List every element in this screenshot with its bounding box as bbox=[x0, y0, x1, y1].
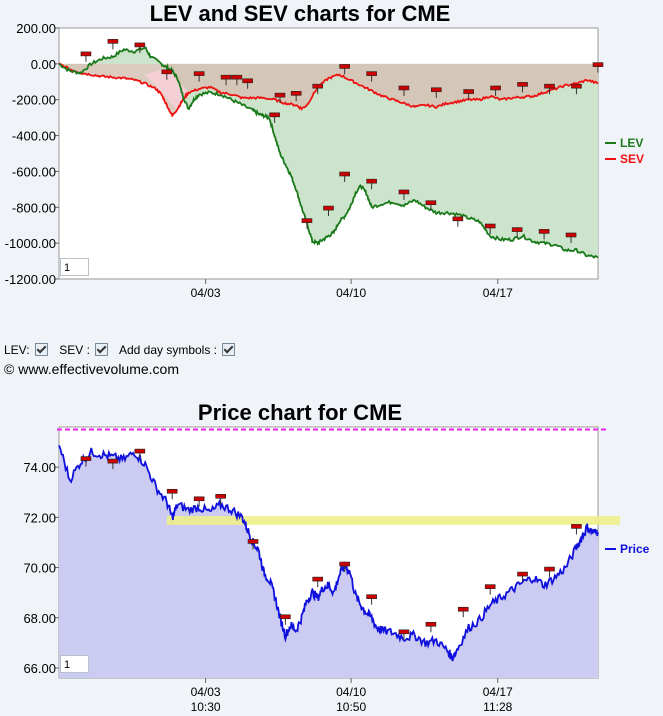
day-marker bbox=[339, 561, 350, 573]
day-marker bbox=[215, 493, 226, 505]
day-marker bbox=[511, 227, 523, 238]
day-marker bbox=[280, 614, 291, 625]
lev-checkbox[interactable] bbox=[34, 343, 48, 356]
day-marker bbox=[490, 85, 501, 96]
x-tick-time: 11:28 bbox=[483, 700, 512, 714]
day-marker bbox=[193, 496, 205, 507]
day-marker bbox=[107, 39, 119, 50]
y-tick-label: 70.00 bbox=[23, 561, 56, 576]
day-marker bbox=[517, 571, 528, 583]
day-marker bbox=[269, 112, 280, 123]
y-tick-label: 68.00 bbox=[23, 611, 56, 626]
price-line bbox=[58, 445, 599, 662]
sev-line bbox=[58, 62, 599, 118]
day-marker bbox=[538, 229, 550, 240]
legend-label-sev: SEV bbox=[620, 152, 644, 166]
y-tick-label: 66.00 bbox=[23, 661, 56, 676]
y-tick-label: 0.00 bbox=[31, 57, 56, 72]
day-marker bbox=[274, 92, 286, 104]
day-marker bbox=[161, 69, 173, 80]
price-area bbox=[59, 445, 598, 678]
day-marker bbox=[166, 488, 178, 500]
day-marker bbox=[544, 83, 555, 95]
day-marker bbox=[571, 83, 582, 95]
day-marker bbox=[398, 629, 410, 640]
y-tick-label: -600.00 bbox=[12, 164, 56, 179]
day-marker bbox=[193, 71, 205, 82]
lev-line bbox=[58, 46, 599, 259]
y-tick-label: 74.00 bbox=[23, 460, 56, 475]
lev-sev-chart: 200.00 0.00 -200.00 -400.00 -600.00 -800.00 -1… bbox=[5, 21, 644, 300]
y-tick-label: 72.00 bbox=[23, 510, 56, 525]
day-marker bbox=[134, 42, 146, 53]
day-marker bbox=[366, 594, 377, 605]
copyright-text: © www.effectivevolume.com bbox=[4, 361, 180, 377]
day-marker bbox=[430, 87, 442, 98]
day-marker bbox=[517, 82, 528, 93]
day-marker bbox=[220, 74, 232, 86]
day-marker bbox=[484, 223, 496, 235]
chart-controls: LEV: SEV : Add day symbols : bbox=[4, 343, 243, 357]
day-marker bbox=[398, 85, 410, 96]
price-zoom-box[interactable]: 1 bbox=[60, 655, 89, 673]
sev-checkbox[interactable] bbox=[95, 343, 109, 356]
day-marker bbox=[425, 621, 437, 633]
day-marker bbox=[366, 178, 377, 190]
day-marker bbox=[484, 584, 496, 595]
day-symbols-toggle[interactable]: Add day symbols : bbox=[119, 343, 237, 357]
day-marker bbox=[571, 524, 582, 535]
y-tick-label: -400.00 bbox=[12, 129, 56, 144]
day-marker bbox=[339, 64, 350, 75]
sev-toggle[interactable]: SEV : bbox=[59, 343, 110, 357]
lev-chart-title: LEV and SEV charts for CME bbox=[149, 1, 451, 26]
x-tick-time: 10:30 bbox=[191, 700, 221, 714]
price-chart-title: Price chart for CME bbox=[197, 400, 403, 425]
day-marker bbox=[452, 216, 464, 227]
day-marker bbox=[134, 448, 146, 460]
x-tick-date: 04/10 bbox=[336, 685, 366, 699]
day-marker bbox=[457, 606, 469, 618]
x-tick-date: 04/17 bbox=[483, 685, 513, 699]
x-tick-date: 04/03 bbox=[191, 685, 221, 699]
day-marker bbox=[80, 51, 92, 62]
x-tick-date: 04/03 bbox=[191, 286, 221, 300]
day-marker bbox=[107, 458, 119, 470]
sev-area bbox=[59, 63, 598, 116]
legend-label-lev: LEV bbox=[620, 136, 643, 150]
y-tick-label: 200.00 bbox=[16, 21, 56, 36]
support-band bbox=[166, 516, 621, 525]
day-marker bbox=[565, 232, 577, 243]
legend-label-price: Price bbox=[620, 542, 650, 556]
day-marker bbox=[312, 576, 324, 588]
day-marker bbox=[231, 74, 243, 86]
lev-zoom-box[interactable]: 1 bbox=[60, 258, 89, 276]
y-tick-label: -1200.00 bbox=[5, 272, 56, 287]
x-tick-date: 04/10 bbox=[336, 286, 366, 300]
day-marker bbox=[242, 78, 253, 89]
sev-over-lev-area bbox=[145, 67, 189, 111]
y-tick-label: -200.00 bbox=[12, 93, 56, 108]
x-tick-time: 10:50 bbox=[336, 700, 366, 714]
y-tick-label: -1000.00 bbox=[5, 236, 56, 251]
day-marker bbox=[80, 456, 92, 467]
day-marker bbox=[301, 218, 313, 229]
day-marker bbox=[290, 91, 302, 102]
day-symbols-checkbox[interactable] bbox=[222, 343, 236, 356]
day-marker bbox=[398, 189, 410, 200]
day-marker bbox=[323, 205, 334, 217]
day-marker bbox=[544, 566, 555, 578]
x-tick-date: 04/17 bbox=[483, 286, 513, 300]
day-marker bbox=[312, 83, 324, 95]
day-marker bbox=[425, 200, 437, 211]
lev-toggle[interactable]: LEV: bbox=[4, 343, 50, 357]
day-marker bbox=[463, 89, 474, 100]
day-marker bbox=[366, 71, 377, 82]
y-tick-label: -800.00 bbox=[12, 200, 56, 215]
day-marker bbox=[592, 62, 604, 73]
day-marker bbox=[339, 171, 350, 183]
day-marker bbox=[247, 539, 259, 550]
